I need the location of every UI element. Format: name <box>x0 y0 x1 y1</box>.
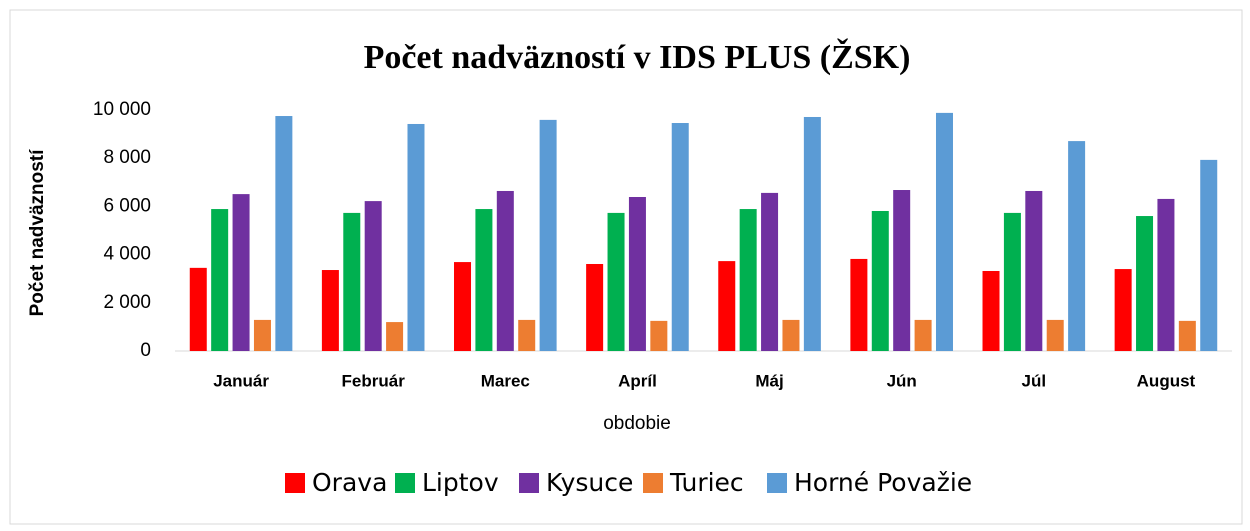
y-tick-label: 6 000 <box>103 195 151 216</box>
bar <box>496 190 514 351</box>
legend-label: Horné Považie <box>794 468 972 497</box>
legend-swatch <box>643 473 663 493</box>
bar <box>253 319 271 351</box>
bar <box>782 319 800 351</box>
bar <box>321 270 339 351</box>
bar <box>914 319 932 351</box>
bar <box>586 263 604 351</box>
bar <box>1200 159 1218 351</box>
x-tick-label: August <box>1137 371 1196 390</box>
x-tick-label: Marec <box>481 371 530 390</box>
y-tick-label: 0 <box>140 340 151 361</box>
bar <box>1068 141 1086 351</box>
x-tick-label: Február <box>342 371 406 390</box>
bar <box>982 270 1000 351</box>
chart-title: Počet nadväzností v IDS PLUS (ŽSK) <box>364 38 911 76</box>
bar <box>935 112 953 351</box>
bar <box>211 209 229 351</box>
bar <box>718 261 736 351</box>
legend-swatch <box>285 473 305 493</box>
bar <box>454 262 472 351</box>
chart-border <box>9 9 1243 525</box>
bar <box>739 209 757 351</box>
legend-swatch <box>395 473 415 493</box>
bar <box>1046 319 1064 351</box>
bar <box>1025 190 1043 351</box>
bar <box>1157 198 1175 351</box>
bar <box>671 123 689 351</box>
y-tick-label: 2 000 <box>103 292 151 313</box>
x-tick-label: Júl <box>1022 371 1047 390</box>
bar <box>539 119 557 351</box>
legend-swatch <box>767 473 787 493</box>
legend-label: Kysuce <box>546 468 633 497</box>
y-axis-label: Počet nadväzností <box>27 149 48 317</box>
bar <box>850 258 868 351</box>
bar <box>275 116 293 352</box>
bar <box>893 190 911 351</box>
y-tick-label: 10 000 <box>93 99 151 120</box>
x-tick-label: Máj <box>755 371 783 390</box>
bar <box>1136 216 1154 351</box>
bar <box>189 267 207 351</box>
bar <box>607 212 625 351</box>
bar <box>1003 212 1021 351</box>
bar <box>407 123 425 351</box>
bar <box>628 197 646 351</box>
bar <box>1114 269 1132 351</box>
bar <box>871 210 889 351</box>
bar <box>1178 320 1196 351</box>
bar <box>232 194 250 351</box>
legend-swatch <box>519 473 539 493</box>
bar <box>518 319 536 351</box>
bar <box>650 320 668 351</box>
bar <box>803 116 821 351</box>
y-tick-label: 8 000 <box>103 147 151 168</box>
legend-label: Liptov <box>422 468 499 497</box>
bar <box>364 201 382 351</box>
legend-label: Orava <box>312 468 387 497</box>
x-tick-label: Január <box>213 371 269 390</box>
x-tick-label: Jún <box>887 371 917 390</box>
y-tick-label: 4 000 <box>103 244 151 265</box>
bar <box>761 192 779 351</box>
x-tick-label: Apríl <box>618 371 657 390</box>
bar <box>475 209 493 351</box>
bar <box>386 322 404 351</box>
x-axis-label: obdobie <box>603 413 671 434</box>
legend-label: Turiec <box>669 468 744 497</box>
bar <box>343 212 361 351</box>
